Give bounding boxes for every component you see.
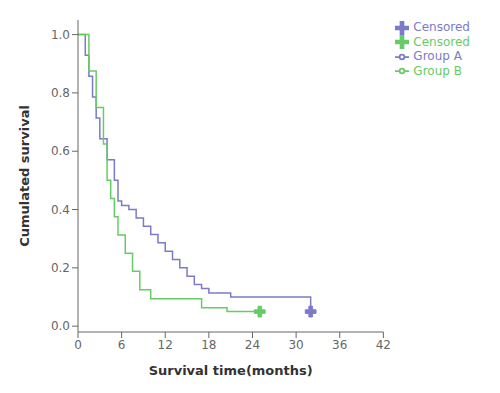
svg-text:0.0: 0.0 — [51, 319, 70, 333]
svg-text:Cumulated survival: Cumulated survival — [17, 105, 32, 247]
svg-text:42: 42 — [376, 338, 391, 352]
svg-text:0.8: 0.8 — [51, 86, 70, 100]
svg-text:12: 12 — [158, 338, 173, 352]
html-text:Censored: Censored — [413, 20, 470, 34]
html-text:Group A: Group A — [413, 49, 462, 63]
svg-text:1.0: 1.0 — [51, 28, 70, 42]
svg-text:Survival time(months): Survival time(months) — [149, 363, 313, 378]
svg-text:18: 18 — [201, 338, 216, 352]
svg-text:36: 36 — [332, 338, 347, 352]
svg-text:6: 6 — [118, 338, 126, 352]
svg-text:0.4: 0.4 — [51, 203, 70, 217]
svg-text:30: 30 — [288, 338, 303, 352]
svg-text:0: 0 — [74, 338, 82, 352]
svg-text:0.6: 0.6 — [51, 144, 70, 158]
html-text:Group B: Group B — [413, 63, 462, 78]
svg-text:24: 24 — [245, 338, 260, 352]
html-text:Censored: Censored — [413, 34, 470, 49]
svg-text:0.2: 0.2 — [51, 261, 70, 275]
